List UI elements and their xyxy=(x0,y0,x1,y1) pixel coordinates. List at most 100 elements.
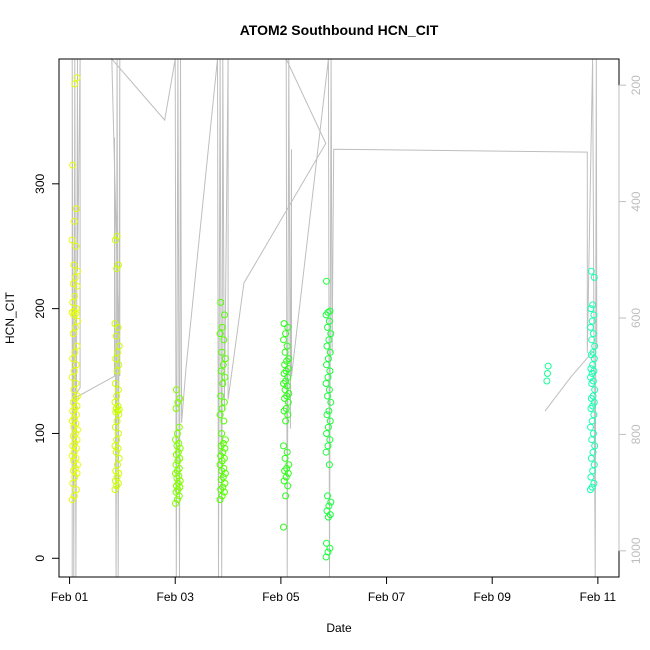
data-point xyxy=(218,405,226,412)
data-point xyxy=(73,74,81,82)
right-tick-label: 600 xyxy=(629,308,643,328)
data-point xyxy=(589,361,597,369)
data-point xyxy=(69,479,77,487)
data-point xyxy=(327,498,335,506)
data-point xyxy=(283,464,291,472)
data-point xyxy=(111,477,119,485)
data-point xyxy=(221,436,229,444)
data-point xyxy=(172,436,179,444)
data-point xyxy=(70,415,78,422)
data-point xyxy=(69,161,77,169)
data-point xyxy=(72,486,80,494)
data-point xyxy=(587,423,594,431)
data-point xyxy=(172,405,180,412)
y-axis: 0 100 200 300 xyxy=(33,173,59,562)
data-point xyxy=(72,411,80,419)
data-point xyxy=(216,330,224,338)
plot-frame xyxy=(58,58,620,578)
data-point xyxy=(221,373,229,381)
y-tick-label: 0 xyxy=(33,555,47,562)
data-point xyxy=(71,473,79,481)
chart-title: ATOM2 Southbound HCN_CIT xyxy=(240,22,439,38)
data-point xyxy=(590,273,598,281)
data-point xyxy=(588,417,596,425)
data-point xyxy=(587,473,595,481)
data-point xyxy=(71,439,79,447)
data-point xyxy=(114,386,122,394)
data-point xyxy=(113,473,121,481)
data-point xyxy=(326,436,334,444)
data-point xyxy=(324,548,332,556)
data-point xyxy=(174,448,182,456)
data-point xyxy=(285,461,293,469)
data-point xyxy=(172,499,179,507)
data-point xyxy=(282,473,290,481)
data-point xyxy=(591,442,599,450)
data-point xyxy=(74,267,81,275)
data-point xyxy=(283,448,291,456)
data-point xyxy=(543,377,551,385)
data-point xyxy=(280,442,287,450)
data-point xyxy=(111,320,119,328)
data-point xyxy=(588,336,596,344)
data-point xyxy=(590,479,598,487)
data-point xyxy=(111,380,119,387)
data-point xyxy=(284,365,292,373)
y-tick-label: 300 xyxy=(33,173,47,193)
right-tick-label: 800 xyxy=(629,424,643,444)
data-point xyxy=(220,417,228,425)
y-tick-label: 100 xyxy=(33,423,47,443)
data-point xyxy=(114,461,121,469)
data-point xyxy=(219,439,227,447)
data-point xyxy=(221,479,229,487)
data-point xyxy=(591,386,599,394)
data-point xyxy=(284,398,292,406)
data-point xyxy=(590,311,598,319)
data-point xyxy=(112,448,120,456)
data-point xyxy=(544,370,551,377)
data-point xyxy=(323,539,330,547)
data-point xyxy=(69,330,77,338)
data-point xyxy=(72,305,80,313)
data-point xyxy=(216,496,224,504)
data-point xyxy=(587,365,595,373)
data-point xyxy=(74,461,81,469)
right-tick-label: 400 xyxy=(629,191,643,211)
data-point xyxy=(325,386,333,394)
data-point xyxy=(71,348,79,356)
data-point xyxy=(590,411,598,419)
data-point xyxy=(111,442,119,450)
data-point xyxy=(74,317,81,325)
y-tick-label: 200 xyxy=(33,298,47,318)
data-point xyxy=(112,332,120,340)
data-point xyxy=(111,423,119,431)
data-point xyxy=(175,423,183,431)
data-point xyxy=(69,355,77,363)
data-point xyxy=(280,477,288,485)
data-point xyxy=(219,483,227,491)
data-point xyxy=(72,242,80,250)
data-point xyxy=(325,407,333,415)
data-point xyxy=(220,398,228,406)
data-point xyxy=(73,436,81,444)
data-point xyxy=(111,486,119,494)
data-point xyxy=(589,392,597,400)
data-point xyxy=(326,307,334,315)
data-point xyxy=(172,461,180,469)
data-point xyxy=(589,467,597,475)
data-point xyxy=(174,398,182,406)
data-point xyxy=(173,430,181,437)
data-point xyxy=(73,342,81,350)
data-point xyxy=(324,355,332,363)
data-point xyxy=(176,395,184,402)
data-point xyxy=(326,367,334,375)
data-point xyxy=(589,330,597,338)
data-point xyxy=(588,483,596,491)
data-point xyxy=(220,464,228,472)
data-point xyxy=(590,461,598,469)
data-point xyxy=(587,267,595,275)
x-axis-label: Date xyxy=(326,621,352,635)
data-point xyxy=(71,323,79,331)
data-point xyxy=(324,442,332,450)
data-point xyxy=(114,261,122,269)
